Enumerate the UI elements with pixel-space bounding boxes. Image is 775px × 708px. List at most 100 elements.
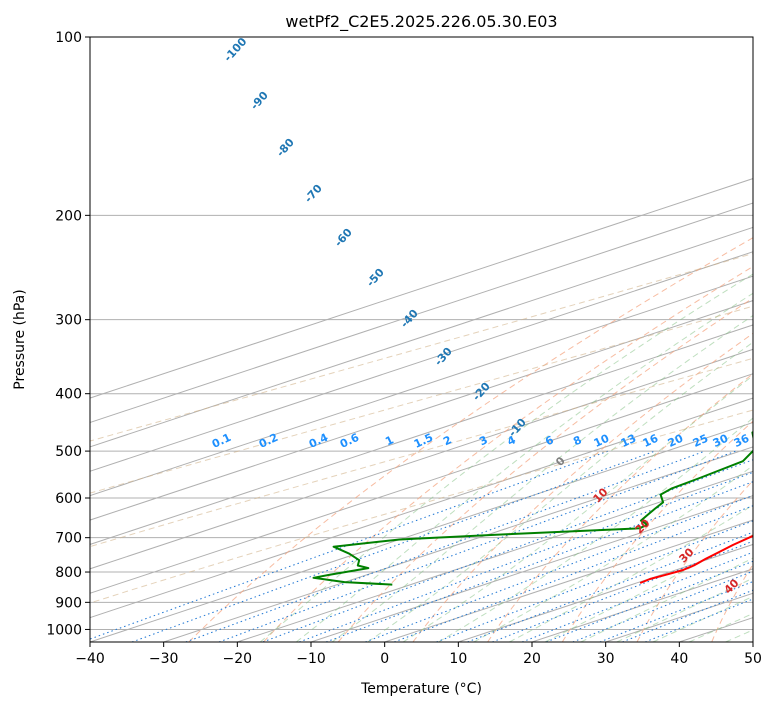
- x-axis: −40 −30 −20 −10 0 10 20 30 40 50: [75, 642, 762, 667]
- moist-adiabat-line: [616, 577, 753, 642]
- isotherm-gridline: [90, 275, 753, 497]
- chart-title: wetPf2_C2E5.2025.226.05.30.E03: [285, 12, 557, 32]
- isotherm-gridline: [90, 226, 753, 448]
- isotherm-gridline: [752, 641, 753, 642]
- isotherm-gridline: [90, 178, 753, 399]
- profile-line-0: [639, 534, 753, 584]
- mixing-ratio-label: 3: [477, 433, 489, 448]
- dry-adiabat-line: [412, 332, 753, 642]
- moist-adiabat-label: 40: [722, 576, 742, 596]
- dry-adiabat-label: -40: [398, 307, 421, 331]
- mixing-ratio-line: [365, 494, 753, 642]
- mixing-ratio-line: [436, 520, 753, 642]
- x-tick-label: 0: [380, 651, 389, 667]
- guide-curve-line: [90, 253, 753, 442]
- mixing-ratio-label: 25: [691, 432, 710, 450]
- moist-adiabat-line: [580, 557, 753, 642]
- isotherm-gridline: [90, 421, 753, 642]
- mixing-ratio-label: 0.6: [338, 431, 361, 451]
- mixing-ratio-line: [299, 471, 753, 642]
- guide-curve-line: [90, 409, 753, 604]
- moist-adiabat-line: [295, 292, 753, 642]
- moist-adiabat-line: [402, 374, 753, 642]
- y-tick-label: 800: [55, 565, 82, 581]
- mixing-ratio-line: [492, 540, 753, 642]
- dry-adiabat-line: [487, 373, 753, 642]
- mixing-ratio-line: [572, 570, 753, 642]
- isotherm-gridline: [90, 324, 753, 545]
- dry-adiabat-label: -60: [332, 226, 355, 250]
- y-tick-label: 100: [55, 30, 82, 46]
- moist-adiabat-line: [259, 273, 753, 642]
- plot-data-lines: [312, 431, 753, 586]
- mixing-ratio-line: [599, 581, 753, 642]
- dry-adiabat-line: [561, 420, 753, 642]
- mixing-ratio-line: [467, 531, 753, 642]
- moist-adiabat-line: [762, 37, 775, 642]
- y-axis-label: Pressure (hPa): [12, 289, 28, 389]
- isotherm-gridline: [90, 397, 753, 619]
- mixing-ratio-label: 8: [571, 433, 583, 448]
- moist-adiabat-label: 30: [677, 545, 697, 565]
- isotherm-gridline: [384, 519, 753, 642]
- mixing-ratio-line: [325, 481, 753, 642]
- mixing-ratio-label: 10: [592, 432, 612, 450]
- dry-adiabat-label: -20: [470, 380, 493, 404]
- mixing-ratio-label: 36: [732, 432, 752, 450]
- guide-curve-line: [90, 357, 753, 548]
- dry-adiabat-line: [636, 479, 753, 642]
- plot-background: [90, 37, 775, 642]
- moist-adiabat-line: [367, 341, 753, 642]
- mixing-ratio-label: 2: [441, 433, 453, 448]
- mixing-ratio-label: 0.1: [210, 431, 233, 451]
- y-tick-label: 1000: [46, 622, 82, 638]
- dry-adiabat-line: [263, 265, 753, 642]
- isotherm-gridline: [531, 568, 753, 642]
- profile-line-1: [312, 431, 753, 586]
- isotherm-gridline: [90, 300, 753, 521]
- y-axis: 100 200 300 400 500 600 700 800 900 1000: [46, 30, 90, 638]
- guide-curve-line: [90, 305, 753, 494]
- dry-adiabat-line: [188, 237, 753, 642]
- dry-adiabat-label: -100: [221, 35, 249, 64]
- isotherm-gridline: [90, 373, 753, 594]
- y-tick-label: 500: [55, 444, 82, 460]
- x-tick-label: 30: [597, 651, 615, 667]
- x-tick-label: −10: [296, 651, 326, 667]
- moist-adiabat-line: [652, 595, 753, 642]
- y-tick-label: 900: [55, 595, 82, 611]
- x-tick-label: −40: [75, 651, 105, 667]
- y-tick-label: 700: [55, 531, 82, 547]
- mixing-ratio-label: 16: [641, 432, 661, 450]
- moist-adiabat-line: [509, 504, 753, 642]
- mixing-ratio-label: 20: [666, 432, 686, 450]
- dry-adiabat-label: -70: [302, 182, 325, 206]
- dry-adiabat-label: -90: [248, 89, 271, 113]
- x-tick-label: −20: [223, 651, 253, 667]
- isotherm-gridline: [90, 251, 753, 472]
- mixing-ratio-line: [218, 450, 736, 642]
- moist-adiabat-label: 20: [633, 516, 653, 536]
- y-tick-label: 400: [55, 387, 82, 403]
- mixing-ratio-line: [622, 589, 753, 642]
- mixing-ratio-line: [185, 450, 706, 642]
- x-tick-label: −30: [149, 651, 179, 667]
- isotherm-gridline: [90, 348, 753, 570]
- mixing-ratio-line: [645, 598, 753, 642]
- moist-adiabat-line: [544, 534, 753, 642]
- moist-adiabat-line: [438, 417, 753, 642]
- mixing-ratio-label: 0.4: [307, 431, 330, 451]
- x-tick-label: 20: [523, 651, 541, 667]
- isotherm-gridline: [237, 470, 753, 642]
- moist-adiabat-label: 10: [591, 485, 611, 505]
- isotherm-gridline: [90, 202, 753, 424]
- isotherm-gridline: [679, 617, 753, 642]
- dry-adiabat-label: -50: [364, 266, 387, 290]
- mixing-ratio-line: [521, 551, 753, 642]
- isotherm-gridline: [310, 495, 753, 642]
- y-tick-label: 200: [55, 208, 82, 224]
- x-tick-label: 10: [449, 651, 467, 667]
- mixing-ratio-line: [262, 459, 753, 642]
- mixing-ratio-label: 30: [711, 432, 731, 450]
- mixing-ratio-line: [131, 450, 656, 642]
